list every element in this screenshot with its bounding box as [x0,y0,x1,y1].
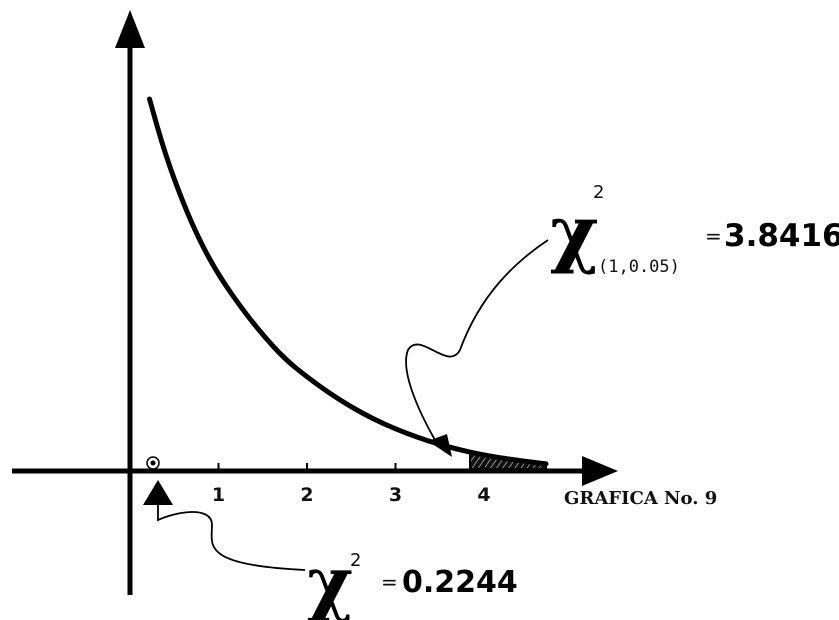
x-tick-label: 1 [212,484,225,506]
computed-equals-sign: = [381,570,398,594]
y-axis-arrowhead [115,10,145,48]
chi-square-density-curve [147,96,549,467]
observed-point-marker [146,456,160,470]
critical-equals-sign: = [705,224,722,248]
figure-caption: GRAFICA No. 9 [564,488,717,509]
computed-chi-symbol: χ [307,541,353,620]
critical-value-arrowhead [428,434,452,457]
critical-value-annotation: χ 2 (1,0.05) = 3.8416 [405,182,839,457]
computed-statistic-arrowhead [143,480,173,505]
y-axis [115,10,145,595]
critical-chi-superscript: 2 [593,182,604,203]
x-axis-arrowhead [582,456,618,486]
computed-statistic-pointer-line [157,505,306,571]
computed-statistic-annotation: χ 2 = 0.2244 [143,480,518,620]
critical-value-pointer-line [405,239,549,441]
x-ticks: 1 2 3 4 [212,463,491,506]
critical-chi-symbol: χ [550,190,599,276]
x-tick-label: 2 [300,484,313,506]
x-tick-label: 3 [389,484,402,506]
x-tick-label: 4 [477,484,490,506]
x-axis [12,456,618,486]
critical-chi-subscript: (1,0.05) [598,257,680,277]
computed-value-label: 0.2244 [402,565,518,600]
critical-value-label: 3.8416 [724,218,839,254]
computed-chi-superscript: 2 [350,550,361,571]
